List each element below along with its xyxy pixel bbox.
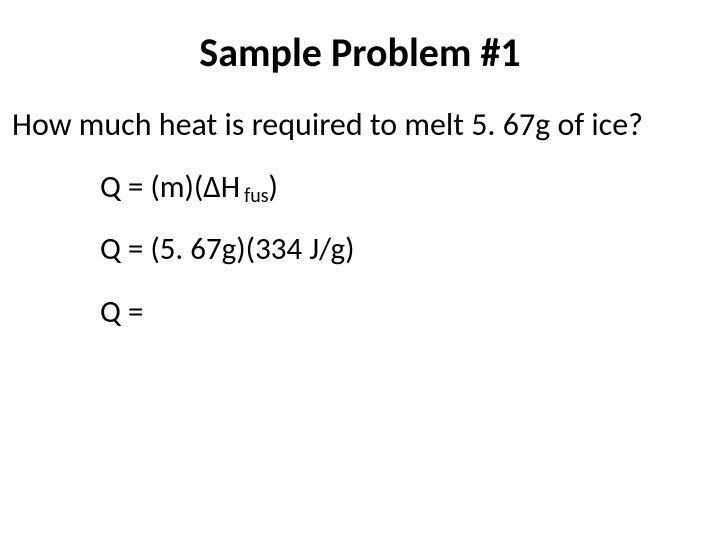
eq1-suffix: ) xyxy=(269,168,278,206)
slide-container: Sample Problem #1 How much heat is requi… xyxy=(0,0,720,540)
equation-line-3: Q = xyxy=(10,292,710,332)
problem-question: How much heat is required to melt 5. 67g… xyxy=(10,105,710,145)
equation-line-2: Q = (5. 67g)(334 J/g) xyxy=(10,229,710,269)
slide-title: Sample Problem #1 xyxy=(10,28,710,77)
eq1-subscript: fus xyxy=(244,184,268,208)
equation-line-1: Q = (m)(ΔHfus) xyxy=(10,167,710,207)
eq1-prefix: Q = (m)(ΔH xyxy=(100,168,240,206)
